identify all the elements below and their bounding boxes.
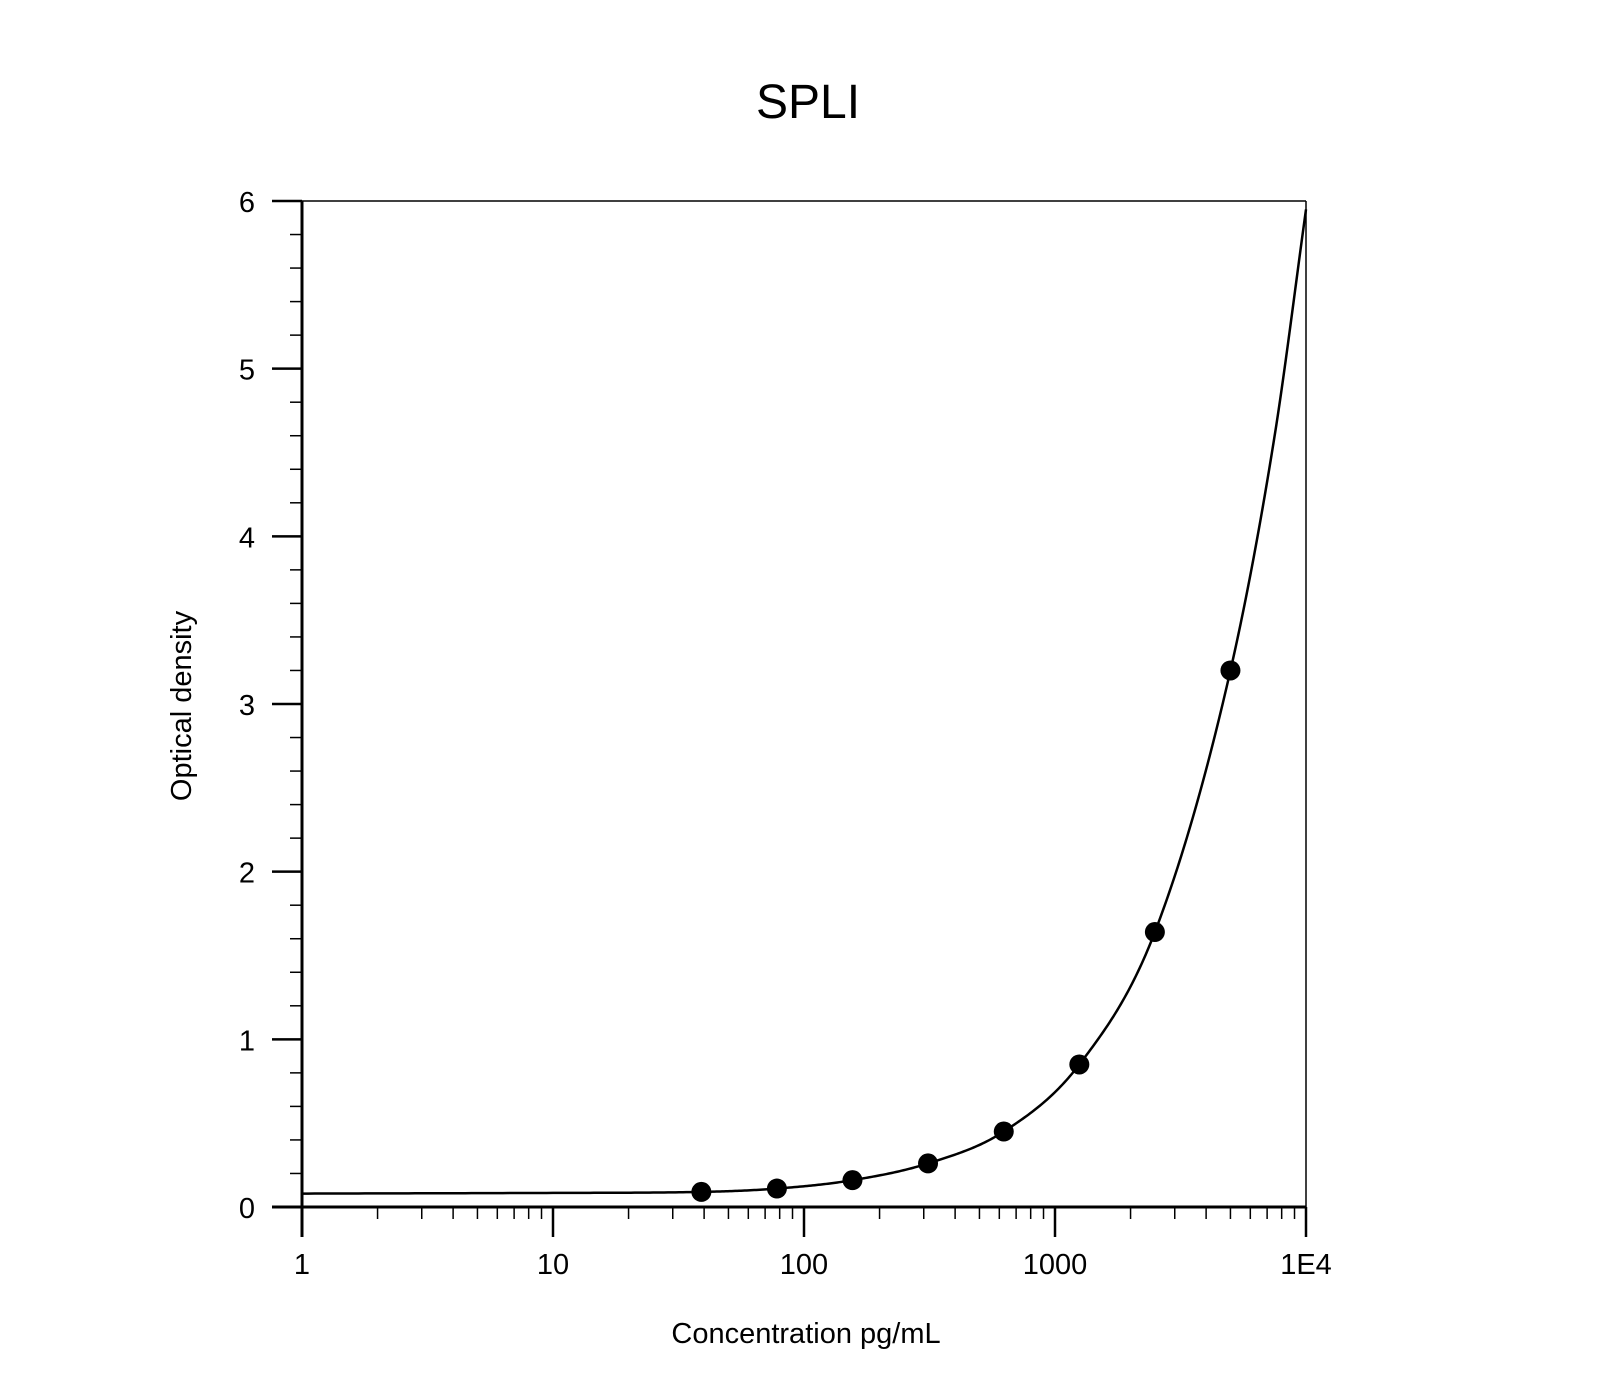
- data-point: [1069, 1054, 1090, 1075]
- data-points-layer: [691, 660, 1241, 1202]
- y-tick-label: 1: [239, 1025, 255, 1057]
- fit-curve-line: [301, 209, 1308, 1195]
- chart-title: SPLI: [756, 76, 860, 129]
- data-point: [1144, 922, 1165, 943]
- x-tick-label: 1E4: [1280, 1249, 1332, 1281]
- x-tick-label: 100: [780, 1249, 828, 1281]
- y-tick-label: 3: [239, 690, 255, 722]
- y-tick-label: 0: [239, 1193, 255, 1225]
- y-axis: 0 1 2 3 4 5 6: [239, 187, 304, 1237]
- y-tick-label: 6: [239, 187, 255, 219]
- data-point: [691, 1181, 712, 1202]
- y-tick-label: 4: [239, 522, 255, 554]
- y-tick-label: 5: [239, 355, 255, 387]
- data-point: [918, 1153, 939, 1174]
- y-axis-label: Optical density: [166, 610, 198, 801]
- x-axis: 1 10 100 1000 1E4: [272, 1205, 1332, 1281]
- x-tick-label: 10: [537, 1249, 569, 1281]
- data-point: [1220, 660, 1241, 681]
- plot-frame: [302, 200, 1307, 1207]
- x-tick-label: 1000: [1023, 1249, 1088, 1281]
- data-point: [842, 1170, 863, 1191]
- fit-curve-layer: [301, 209, 1308, 1195]
- y-tick-label: 2: [239, 858, 255, 890]
- data-point: [993, 1121, 1014, 1142]
- data-point: [766, 1178, 787, 1199]
- x-tick-label: 1: [294, 1249, 310, 1281]
- x-axis-label: Concentration pg/mL: [671, 1318, 940, 1350]
